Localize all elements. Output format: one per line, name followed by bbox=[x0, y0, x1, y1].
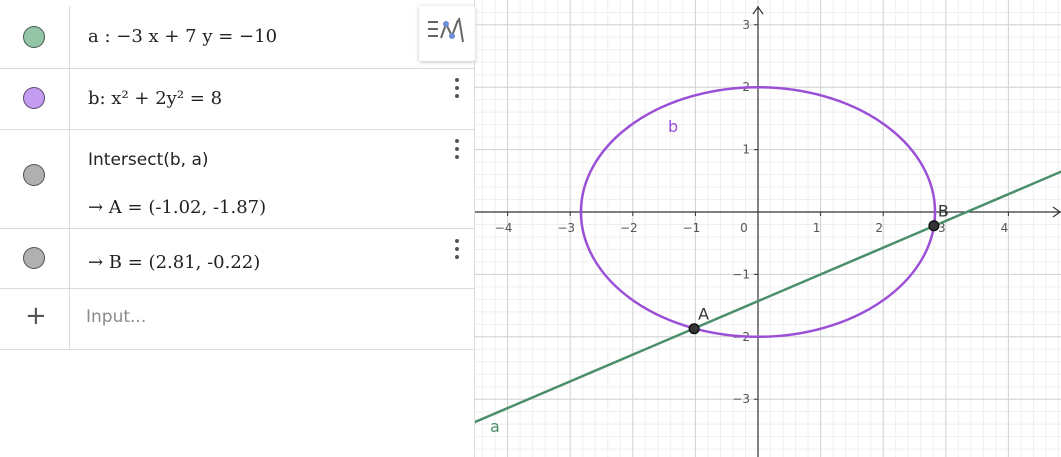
point-b[interactable] bbox=[928, 220, 940, 232]
x-tick-label: −1 bbox=[683, 221, 701, 235]
x-tick-label: −3 bbox=[557, 221, 575, 235]
point-a[interactable] bbox=[688, 323, 700, 335]
marble-cell bbox=[0, 6, 70, 68]
algebra-view: a : −3 x + 7 y = −10 b: x² + 2y² = 8 bbox=[0, 0, 475, 457]
line-a-label: a bbox=[490, 417, 500, 436]
x-tick-label: −4 bbox=[495, 221, 513, 235]
y-tick-label: −3 bbox=[732, 392, 750, 406]
command-intersect[interactable]: Intersect(b, a) bbox=[88, 150, 209, 170]
y-tick-label: 3 bbox=[742, 18, 750, 32]
x-tick-label: 3 bbox=[938, 221, 946, 235]
curves: ab bbox=[475, 85, 1061, 436]
marble-cell bbox=[0, 229, 70, 288]
point-label-a: A bbox=[698, 305, 709, 324]
y-axis-arrow bbox=[752, 5, 764, 15]
equation-a[interactable]: a : −3 x + 7 y = −10 bbox=[88, 26, 278, 47]
ellipse-b-label: b bbox=[668, 117, 678, 136]
visibility-toggle-point-b[interactable] bbox=[23, 247, 45, 269]
algebra-row-a[interactable]: a : −3 x + 7 y = −10 bbox=[0, 6, 475, 69]
algebra-style-toggle-button[interactable] bbox=[419, 6, 475, 61]
add-icon[interactable]: + bbox=[25, 301, 47, 331]
algebra-description-icon bbox=[428, 17, 464, 43]
algebra-row-intersect[interactable]: Intersect(b, a) → A = (-1.02, -1.87) bbox=[0, 130, 475, 229]
algebra-row-b[interactable]: b: x² + 2y² = 8 bbox=[0, 69, 475, 130]
x-tick-label: 1 bbox=[813, 221, 821, 235]
marble-cell bbox=[0, 130, 70, 228]
line-a[interactable] bbox=[475, 167, 1061, 434]
x-tick-label: 4 bbox=[1001, 221, 1009, 235]
ellipse-b[interactable] bbox=[579, 85, 937, 339]
equation-b[interactable]: b: x² + 2y² = 8 bbox=[88, 88, 223, 109]
marble-cell bbox=[0, 69, 70, 129]
visibility-toggle-a[interactable] bbox=[23, 26, 45, 48]
x-tick-label: 0 bbox=[740, 221, 748, 235]
minor-gridlines bbox=[475, 0, 1061, 457]
algebra-row-point-b[interactable]: → B = (2.81, -0.22) bbox=[0, 229, 475, 289]
x-axis-arrow bbox=[1052, 206, 1061, 218]
more-options-icon[interactable] bbox=[449, 137, 465, 161]
points: AB bbox=[688, 202, 949, 335]
y-tick-label: −1 bbox=[732, 267, 750, 281]
point-label-b: B bbox=[938, 202, 949, 221]
x-tick-label: −2 bbox=[620, 221, 638, 235]
more-options-icon[interactable] bbox=[449, 76, 465, 100]
algebra-input-field[interactable] bbox=[86, 307, 386, 327]
marble-cell bbox=[0, 289, 70, 349]
output-point-a: → A = (-1.02, -1.87) bbox=[88, 197, 267, 218]
output-point-b: → B = (2.81, -0.22) bbox=[88, 252, 261, 273]
visibility-toggle-b[interactable] bbox=[23, 87, 45, 109]
more-options-icon[interactable] bbox=[449, 237, 465, 261]
y-tick-label: 1 bbox=[742, 143, 750, 157]
algebra-input-row[interactable] bbox=[0, 289, 475, 350]
x-tick-label: 2 bbox=[875, 221, 883, 235]
axes bbox=[475, 5, 1061, 457]
visibility-toggle-intersect[interactable] bbox=[23, 164, 45, 186]
